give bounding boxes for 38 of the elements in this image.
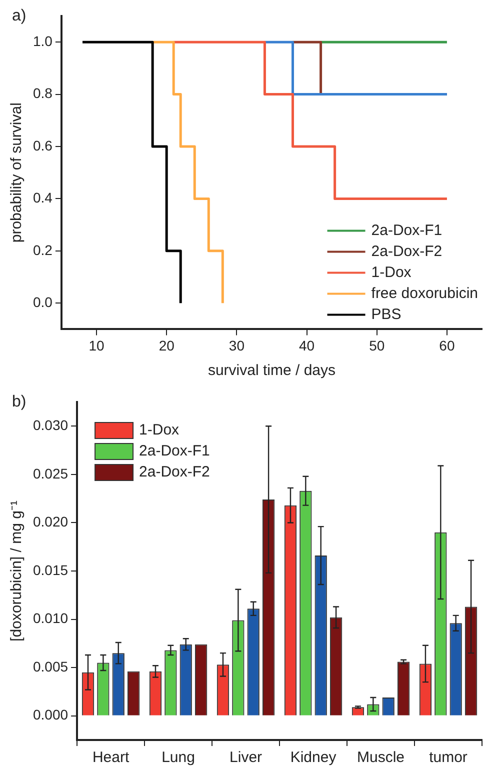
y-tick-label: 0.025 (32, 465, 68, 482)
x-tick-label: 50 (369, 337, 385, 354)
y-tick-label: 0.000 (32, 706, 68, 723)
x-tick-label: 40 (298, 337, 315, 354)
y-axis-title: probability of survival (8, 102, 26, 243)
y-tick-label: 0.010 (32, 610, 68, 626)
legend-label: 1-Dox (139, 422, 180, 439)
x-tick-label: Muscle (357, 749, 405, 766)
y-tick-label: 1.0 (32, 32, 53, 49)
x-tick-label: Lung (162, 749, 195, 766)
x-tick-label: Kidney (290, 749, 337, 766)
y-tick-label: 0.015 (32, 562, 68, 578)
y-tick-label: 0.6 (32, 137, 53, 154)
text: b) (12, 393, 26, 410)
y-axis-title: [doxorubicin] / mg g⁻¹ (8, 500, 26, 642)
y-tick-label: 0.2 (32, 242, 53, 258)
y-tick-label: 0.005 (32, 658, 68, 674)
legend-label: 2a-Dox-F1 (139, 442, 210, 460)
y-tick-label: 0.030 (32, 417, 68, 433)
x-tick-label: 20 (158, 337, 175, 354)
x-tick-label: Liver (230, 749, 262, 766)
x-tick-label: tumor (429, 749, 468, 766)
x-axis-title: survival time / days (208, 362, 336, 380)
legend-label: 2a-Dox-F2 (371, 242, 442, 260)
y-tick-label: 0.0 (32, 294, 53, 310)
legend-label: free doxorubicin (371, 284, 478, 302)
x-tick-label: 10 (88, 337, 105, 354)
legend-label: 1-Dox (371, 264, 412, 281)
y-tick-label: 0.4 (32, 190, 53, 206)
x-tick-label: 30 (228, 337, 245, 354)
x-tick-label: Heart (92, 749, 130, 766)
text: a) (12, 7, 26, 24)
legend-label: 2a-Dox-F2 (139, 464, 210, 481)
y-tick-label: 0.020 (32, 514, 68, 530)
legend-label: PBS (371, 306, 402, 323)
legend-label: 2a-Dox-F1 (371, 222, 442, 239)
x-tick-label: 60 (439, 337, 455, 354)
y-tick-label: 0.8 (32, 85, 53, 102)
